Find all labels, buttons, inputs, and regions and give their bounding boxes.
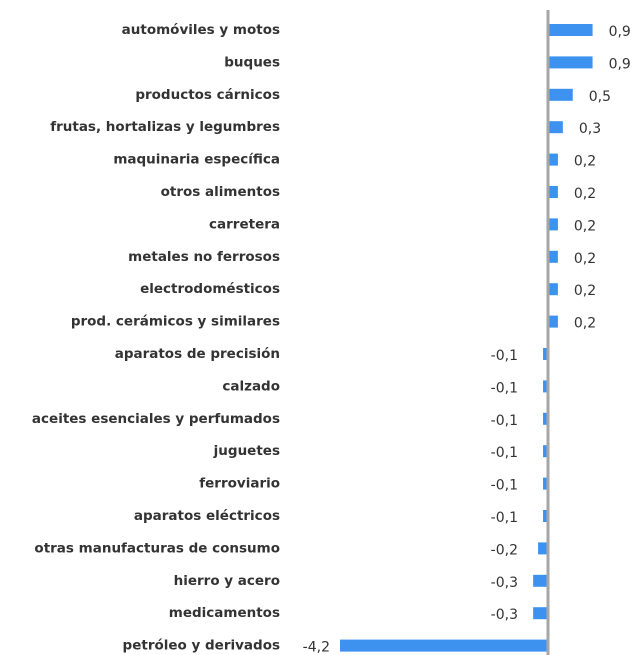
value-label: 0,3	[579, 121, 601, 137]
value-label: -0,2	[491, 542, 518, 558]
bar	[548, 153, 558, 166]
value-label: 0,2	[574, 316, 596, 332]
bar	[548, 283, 558, 296]
bar	[340, 639, 548, 652]
category-label: aparatos eléctricos	[134, 508, 280, 524]
value-label: -0,1	[491, 348, 518, 364]
category-label: electrodomésticos	[140, 281, 280, 297]
category-label: maquinaria específica	[113, 152, 280, 168]
value-label: -4,2	[303, 640, 330, 655]
bar	[548, 218, 558, 231]
value-label: -0,1	[491, 413, 518, 429]
value-label: 0,2	[574, 283, 596, 299]
bar	[538, 542, 548, 555]
value-label: 0,2	[574, 186, 596, 202]
bar	[548, 250, 558, 263]
value-label: -0,1	[491, 445, 518, 461]
category-label: otras manufacturas de consumo	[34, 540, 280, 556]
value-label: 0,5	[589, 89, 611, 105]
bar	[543, 348, 548, 360]
bar	[533, 607, 548, 620]
category-label: aparatos de precisión	[115, 346, 280, 362]
bar	[543, 445, 548, 458]
bar	[548, 56, 593, 69]
value-label: -0,1	[491, 510, 518, 526]
bar	[543, 477, 548, 490]
value-label: -0,1	[491, 478, 518, 494]
category-label: otros alimentos	[161, 184, 280, 200]
value-label: -0,3	[491, 575, 518, 591]
category-label: productos cárnicos	[135, 87, 280, 103]
category-label: ferroviario	[199, 476, 280, 492]
bar	[548, 121, 563, 134]
category-label: metales no ferrosos	[128, 249, 280, 265]
category-label: hierro y acero	[174, 573, 280, 589]
category-label: medicamentos	[169, 605, 280, 621]
bar	[543, 412, 548, 425]
category-label: aceites esenciales y perfumados	[32, 411, 280, 427]
bar	[533, 574, 548, 587]
bar	[548, 88, 573, 101]
value-label: 0,2	[574, 154, 596, 170]
value-label: 0,9	[609, 24, 631, 40]
bar	[543, 380, 548, 393]
value-label: 0,9	[609, 56, 631, 72]
category-label: juguetes	[213, 443, 280, 459]
bar	[548, 24, 593, 36]
category-label: frutas, hortalizas y legumbres	[50, 119, 280, 135]
value-label: 0,2	[574, 218, 596, 234]
value-label: -0,3	[491, 607, 518, 623]
category-label: petróleo y derivados	[123, 638, 280, 654]
bar	[548, 315, 558, 328]
category-label: automóviles y motos	[122, 22, 280, 38]
value-label: -0,1	[491, 380, 518, 396]
category-label: prod. cerámicos y similares	[71, 314, 280, 330]
category-label: carretera	[209, 216, 280, 232]
category-label: buques	[224, 54, 280, 70]
category-label: calzado	[222, 378, 280, 394]
value-label: 0,2	[574, 251, 596, 267]
bar	[548, 186, 558, 198]
bar	[543, 510, 548, 522]
